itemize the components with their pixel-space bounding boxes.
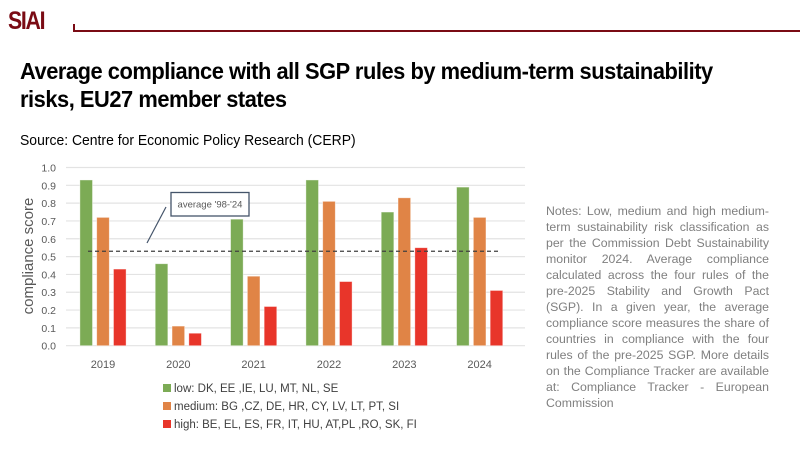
y-tick-label: 0.0 — [41, 341, 56, 353]
header-rule — [73, 30, 800, 32]
source-note: Source: Centre for Economic Policy Resea… — [20, 132, 356, 149]
y-tick-label: 0.1 — [41, 323, 56, 335]
x-tick-label: 2022 — [317, 359, 341, 371]
y-tick-label: 1.0 — [41, 163, 56, 175]
compliance-bar-chart: 0.0 0.1 0.2 0.3 0.4 0.5 0.6 0.7 0.8 0.9 1.0 compli… — [20, 163, 525, 431]
legend-label: high: BE, EL, ES, FR, IT, HU, AT,PL ,RO,… — [174, 419, 417, 431]
bar-low-2022 — [305, 179, 319, 347]
bar-high-2024 — [489, 290, 504, 347]
bar-medium-2020 — [171, 325, 186, 347]
legend-label: low: DK, EE ,IE, LU, MT, NL, SE — [174, 383, 339, 395]
slide-title: Average compliance with all SGP rules by… — [20, 58, 713, 112]
y-axis-label: compliance score — [20, 198, 37, 315]
header-rule-tick — [73, 24, 75, 32]
annotation-box — [170, 191, 250, 217]
x-tick-label: 2020 — [166, 359, 190, 371]
legend-label: medium: BG ,CZ, DE, HR, CY, LV, LT, PT, … — [174, 401, 399, 413]
x-tick-label: 2024 — [467, 359, 491, 371]
y-tick-label: 0.7 — [41, 216, 56, 228]
bar-high-2023 — [414, 247, 428, 347]
y-axis-ticks: 0.0 0.1 0.2 0.3 0.4 0.5 0.6 0.7 0.8 0.9 1.0 — [41, 163, 56, 353]
bar-low-2024 — [456, 186, 470, 347]
bar-medium-2023 — [397, 197, 412, 347]
bar-high-2020 — [188, 332, 202, 347]
bar-medium-2021 — [246, 275, 261, 347]
bars — [79, 179, 504, 347]
annotation-leader-line — [146, 206, 167, 244]
y-tick-label: 0.2 — [41, 305, 56, 317]
x-tick-label: 2023 — [392, 359, 416, 371]
y-tick-label: 0.3 — [41, 287, 56, 299]
legend: low: DK, EE ,IE, LU, MT, NL, SE medium: B… — [163, 383, 417, 431]
gridlines — [66, 166, 525, 347]
y-tick-label: 0.4 — [41, 269, 56, 281]
y-tick-label: 0.9 — [41, 180, 56, 192]
legend-swatch — [163, 420, 171, 428]
y-tick-label: 0.8 — [41, 198, 56, 210]
bar-medium-2024 — [472, 216, 487, 347]
siai-logo: SIAI — [8, 7, 45, 35]
annotation-label: average '98-'24 — [178, 200, 243, 211]
bar-high-2019 — [113, 268, 127, 347]
x-tick-label: 2021 — [241, 359, 265, 371]
notes-text: Notes: Low, medium and high medium-term … — [546, 204, 769, 410]
bar-high-2021 — [263, 306, 278, 347]
bar-medium-2019 — [96, 216, 110, 347]
legend-swatch — [163, 384, 171, 392]
bar-low-2019 — [79, 179, 93, 347]
bar-low-2021 — [230, 218, 244, 347]
y-tick-label: 0.6 — [41, 234, 56, 246]
legend-swatch — [163, 402, 171, 410]
y-tick-label: 0.5 — [41, 252, 56, 264]
x-tick-label: 2019 — [91, 359, 115, 371]
bar-low-2023 — [380, 211, 395, 347]
bar-low-2020 — [154, 263, 169, 347]
bar-medium-2022 — [322, 200, 336, 347]
bar-high-2022 — [339, 281, 353, 347]
x-axis-ticks: 2019 2020 2021 2022 2023 2024 — [91, 359, 492, 371]
